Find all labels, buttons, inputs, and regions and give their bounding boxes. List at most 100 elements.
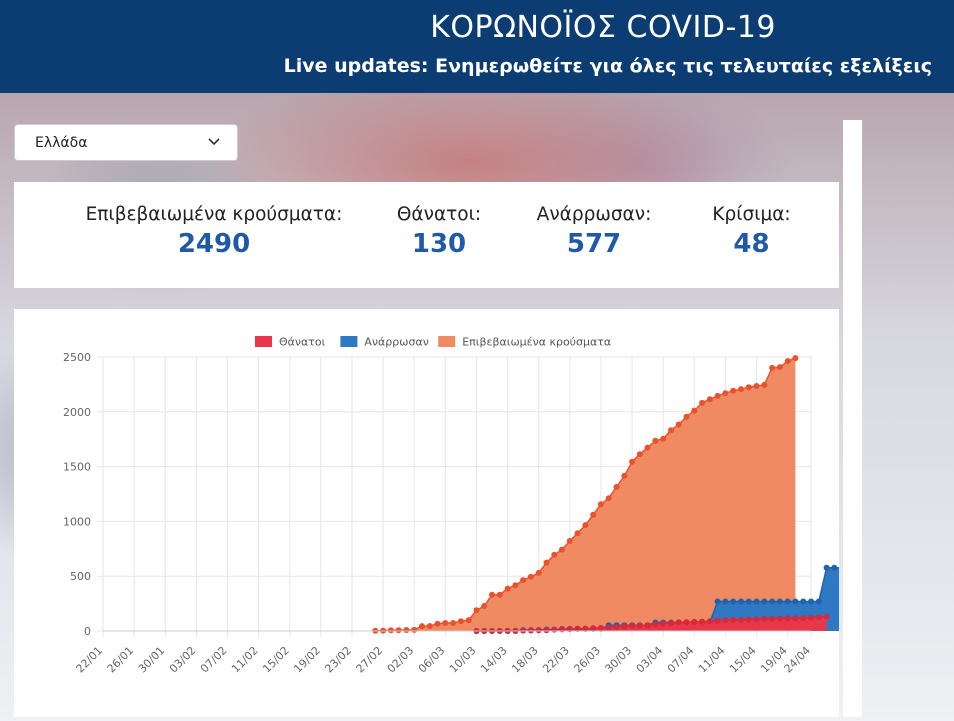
x-tick-label: 07/02 [198,644,230,676]
data-point [738,598,744,605]
page-header: ΚΟΡΩΝΟΪΟΣ COVID-19 Live updates: Ενημερω… [0,0,954,93]
data-point [566,538,573,544]
stat-deaths-value: 130 [411,229,467,259]
y-tick-label: 2000 [63,406,91,419]
data-point [808,614,814,621]
stat-deaths: Θάνατοι: 130 [364,182,514,259]
legend-swatch[interactable] [438,336,456,347]
data-point [784,598,791,605]
stat-recovered: Ανάρρωσαν: 577 [519,182,669,259]
data-point [605,495,612,502]
stat-critical-value: 48 [733,229,770,259]
data-point [683,619,690,626]
data-point [815,598,822,605]
stats-panel: Επιβεβαιωμένα κρούσματα: 2490 Θάνατοι: 1… [14,182,839,288]
series-area-2 [375,358,796,631]
data-point [387,627,394,634]
x-tick-label: 11/04 [696,644,728,676]
y-tick-label: 1500 [63,461,91,474]
x-tick-label: 19/02 [291,644,323,676]
data-point [621,472,628,479]
data-point [706,618,713,625]
data-point [535,627,542,634]
data-point [769,598,776,605]
data-point [613,623,620,630]
data-point [465,617,472,624]
page-scrollbar[interactable] [843,120,862,717]
page-title: ΚΟΡΩΝΟΪΟΣ COVID-19 [430,10,776,45]
data-point [815,614,822,621]
data-point [714,392,721,399]
x-tick-label: 23/02 [322,644,354,676]
data-point [675,619,682,626]
x-tick-label: 11/02 [229,644,261,676]
data-point [403,627,410,633]
data-point [426,623,433,629]
x-tick-label: 03/04 [634,644,666,676]
data-point [660,435,667,442]
data-point [823,564,830,571]
data-point [668,620,674,626]
y-tick-label: 0 [84,625,91,638]
data-point [683,413,690,420]
data-point [590,511,597,518]
data-point [675,421,682,428]
stat-deaths-label: Θάνατοι: [396,204,482,225]
data-point [800,615,807,621]
x-tick-label: 30/01 [136,644,168,676]
data-point [714,617,721,624]
data-point [520,577,527,584]
data-point [559,546,565,553]
data-point [722,390,729,397]
data-point [745,616,752,623]
data-point [792,355,799,362]
data-point [699,618,706,625]
x-tick-label: 02/03 [385,644,417,676]
data-point [574,530,581,537]
country-select[interactable]: Ελλάδα [14,124,238,161]
chevron-down-icon [208,138,220,146]
country-select-value: Ελλάδα [35,135,88,151]
data-point [636,622,643,629]
data-point [395,627,402,634]
x-tick-label: 22/03 [540,644,572,676]
legend-swatch[interactable] [340,336,358,347]
data-point [590,625,597,632]
data-point [776,615,783,622]
data-point [691,618,698,625]
y-tick-label: 500 [70,570,91,583]
data-point [457,618,464,625]
x-tick-label: 24/04 [782,644,814,676]
legend-swatch[interactable] [255,336,272,347]
data-point [644,622,651,629]
data-point [745,384,752,391]
x-tick-label: 15/04 [727,644,759,676]
x-tick-label: 14/03 [478,644,510,676]
legend-label[interactable]: Επιβεβαιωμένα κρούσματα [462,336,611,349]
data-point [738,616,744,623]
legend-label[interactable]: Ανάρρωσαν [364,336,428,349]
data-point [668,427,674,434]
data-point [792,615,799,622]
x-tick-label: 26/03 [571,644,603,676]
data-point [730,598,737,605]
data-point [597,624,604,631]
data-point [722,617,729,624]
data-point [512,582,519,589]
stat-confirmed-label: Επιβεβαιωμένα κρούσματα: [85,204,343,225]
data-point [691,407,698,414]
x-tick-label: 18/03 [509,644,541,676]
data-point [738,386,744,393]
data-point [605,624,612,631]
x-tick-label: 22/01 [74,644,106,676]
data-point [730,616,737,623]
data-point [527,573,534,580]
x-tick-label: 07/04 [665,644,697,676]
data-point [769,364,776,371]
legend-label[interactable]: Θάνατοι [279,336,326,349]
data-point [776,598,783,605]
data-point [652,437,659,444]
data-point [543,559,550,566]
data-point [644,444,651,451]
data-point [411,626,418,633]
